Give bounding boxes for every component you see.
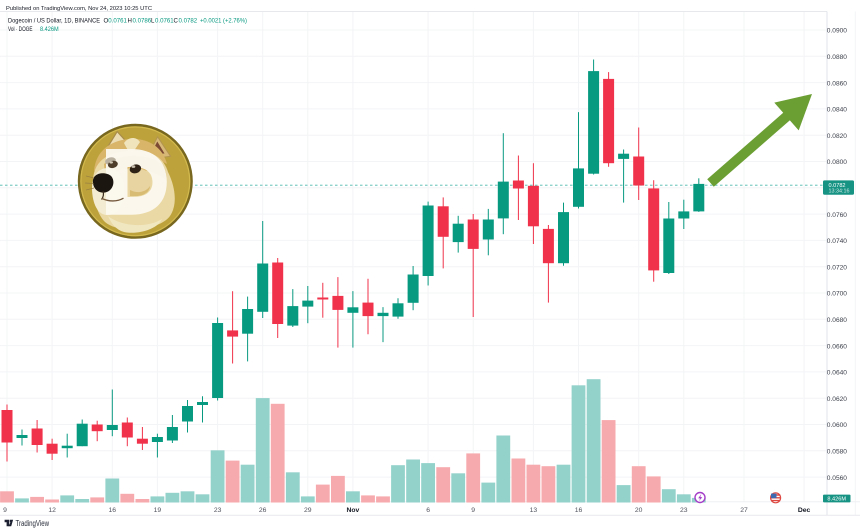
svg-text:0.0800: 0.0800 <box>827 159 848 166</box>
svg-text:0.0620: 0.0620 <box>827 396 848 403</box>
svg-text:0.0760: 0.0760 <box>827 212 848 219</box>
svg-text:26: 26 <box>259 507 267 514</box>
svg-text:8.426M: 8.426M <box>827 497 846 503</box>
svg-text:0.0560: 0.0560 <box>827 475 848 482</box>
svg-text:0.0900: 0.0900 <box>827 28 848 35</box>
svg-text:Published on TradingView.com,: Published on TradingView.com, Nov 24, 20… <box>6 6 152 12</box>
svg-text:0.0840: 0.0840 <box>827 107 848 114</box>
svg-text:0.0700: 0.0700 <box>827 291 848 298</box>
svg-text:27: 27 <box>740 507 748 514</box>
svg-text:23: 23 <box>214 507 222 514</box>
svg-text:9: 9 <box>3 507 7 514</box>
svg-text:19: 19 <box>154 507 162 514</box>
svg-text:12: 12 <box>48 507 56 514</box>
svg-text:9: 9 <box>471 507 475 514</box>
svg-text:0.0720: 0.0720 <box>827 264 848 271</box>
svg-text:0.0680: 0.0680 <box>827 317 848 324</box>
svg-text:0.0660: 0.0660 <box>827 343 848 350</box>
svg-text:20: 20 <box>635 507 643 514</box>
svg-text:0.0860: 0.0860 <box>827 80 848 87</box>
svg-text:6: 6 <box>426 507 430 514</box>
svg-text:0.0820: 0.0820 <box>827 133 848 140</box>
svg-text:Nov: Nov <box>346 507 359 514</box>
svg-text:23: 23 <box>680 507 688 514</box>
svg-text:16: 16 <box>575 507 583 514</box>
svg-text:Dogecoin / US Dollar, 1D, BINA: Dogecoin / US Dollar, 1D, BINANCE O0.0761… <box>8 18 247 25</box>
svg-text:0.0600: 0.0600 <box>827 422 848 429</box>
svg-text:Dec: Dec <box>798 507 811 514</box>
svg-text:0.0782: 0.0782 <box>828 183 845 189</box>
svg-text:16: 16 <box>109 507 117 514</box>
svg-text:0.0740: 0.0740 <box>827 238 848 245</box>
svg-text:0.0880: 0.0880 <box>827 54 848 61</box>
svg-text:13: 13 <box>530 507 538 514</box>
svg-text:TradingView: TradingView <box>16 519 50 528</box>
svg-text:29: 29 <box>304 507 312 514</box>
svg-text:13:34:16: 13:34:16 <box>829 189 850 195</box>
svg-text:0.0640: 0.0640 <box>827 370 848 377</box>
svg-text:0.0580: 0.0580 <box>827 449 848 456</box>
